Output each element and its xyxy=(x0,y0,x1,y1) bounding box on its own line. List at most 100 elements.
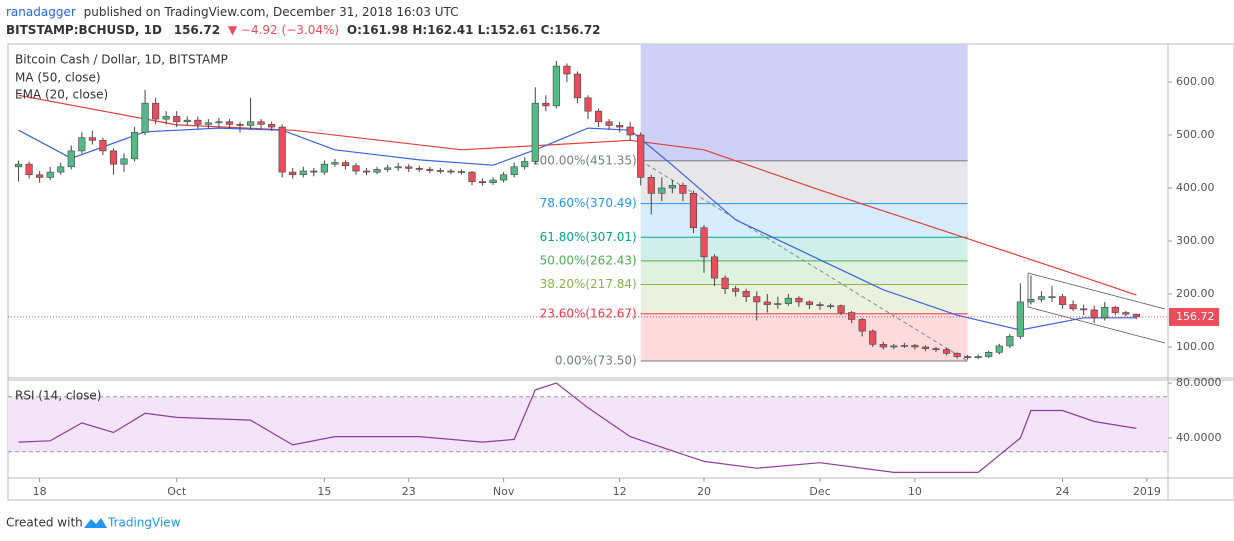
publisher[interactable]: ranadagger xyxy=(6,5,76,19)
fib-label: 23.60%(162.67) xyxy=(540,306,637,320)
fib-band xyxy=(640,284,968,314)
candle-body xyxy=(120,158,128,165)
candle-body xyxy=(573,73,582,99)
candle-body xyxy=(826,305,835,307)
candle-body xyxy=(25,163,33,176)
candle-body xyxy=(225,121,234,125)
tradingview-logo xyxy=(84,518,107,528)
candle-body xyxy=(447,170,455,173)
candle-body xyxy=(900,345,908,347)
candle-body xyxy=(1069,304,1077,310)
candle-body xyxy=(521,161,529,168)
fib-label: 0.00%(73.50) xyxy=(555,354,637,368)
candle-body xyxy=(436,170,444,172)
candle-body xyxy=(320,163,328,173)
candle-body xyxy=(204,122,212,125)
candle-body xyxy=(616,125,624,128)
candle-body xyxy=(78,137,86,152)
candle-body xyxy=(932,348,940,350)
candle-body xyxy=(352,165,360,172)
candle-body xyxy=(268,124,276,128)
candle-body xyxy=(1101,306,1109,319)
x-tick-label: Dec xyxy=(809,485,830,498)
candle-body xyxy=(784,297,792,304)
symbol: BITSTAMP:BCHUSD, 1D xyxy=(6,23,162,37)
ohlc: O:161.98 H:162.41 L:152.61 C:156.72 xyxy=(347,23,601,37)
candle-body xyxy=(668,185,676,189)
candle-body xyxy=(721,277,729,289)
candle-body xyxy=(257,121,265,125)
candle-body xyxy=(552,65,560,107)
candle-body xyxy=(183,119,191,123)
x-tick-label: 2019 xyxy=(1133,485,1161,498)
candle-body xyxy=(689,192,698,229)
y-tick-label: 200.00 xyxy=(1176,287,1215,300)
candle-body xyxy=(879,344,887,348)
x-tick-label: 12 xyxy=(613,485,627,498)
candle-body xyxy=(489,179,497,183)
x-tick-label: 18 xyxy=(33,485,47,498)
rsi-tick-label: 80.0000 xyxy=(1176,376,1222,389)
axes: 100.00 200.00 300.00 400.00 500.00 600.00 18 Oc… xyxy=(33,75,1222,498)
candle-body xyxy=(362,170,371,173)
candle-body xyxy=(679,185,687,194)
candle-body xyxy=(152,102,160,120)
y-tick-label: 100.00 xyxy=(1176,340,1215,353)
candle-body xyxy=(1037,296,1046,300)
candle-body xyxy=(637,134,645,178)
candle-body xyxy=(310,170,318,173)
candle-body xyxy=(1090,309,1098,319)
candle-body xyxy=(331,162,339,165)
candle-body xyxy=(394,166,402,169)
candle-body xyxy=(67,150,75,168)
rsi-pane xyxy=(8,382,1168,473)
candle-body xyxy=(805,301,814,305)
candle-body xyxy=(57,166,65,173)
ema-line xyxy=(18,127,1137,331)
candle-body xyxy=(584,97,592,112)
candle-body xyxy=(848,312,856,320)
footer-brand[interactable]: TradingView xyxy=(107,516,181,530)
candle-body xyxy=(869,330,877,345)
candle-body xyxy=(742,291,750,297)
candle-body xyxy=(299,170,307,176)
channel-line xyxy=(1027,272,1166,310)
candle-body xyxy=(384,167,392,170)
x-tick-label: Nov xyxy=(493,485,515,498)
candle-body xyxy=(594,110,603,123)
price-change: ▼ −4.92 (−3.04%) xyxy=(228,23,339,37)
rsi-band xyxy=(8,396,1168,452)
fib-label: 61.80%(307.01) xyxy=(540,230,637,244)
candle-body xyxy=(426,169,434,171)
candle-body xyxy=(289,171,297,176)
candle-body xyxy=(710,256,719,279)
fib-band xyxy=(640,203,968,238)
candle-body xyxy=(795,297,803,303)
candle-body xyxy=(130,132,139,160)
rsi-tick-label: 40.0000 xyxy=(1176,431,1222,444)
candle-body xyxy=(1058,296,1067,305)
candle-body xyxy=(953,353,961,357)
candle-body xyxy=(658,187,666,194)
y-tick-label: 500.00 xyxy=(1176,128,1215,141)
published-note: published on TradingView.com, December 3… xyxy=(84,5,459,19)
candle-body xyxy=(215,121,223,124)
x-tick-label: 15 xyxy=(317,485,331,498)
candle-body xyxy=(373,169,381,173)
ma-line xyxy=(18,94,1137,296)
candle-body xyxy=(99,139,107,152)
candle-body xyxy=(700,227,708,258)
fib-extension xyxy=(640,44,968,161)
candle-body xyxy=(468,171,476,182)
last-price: 156.72 xyxy=(174,23,220,37)
publish-line: ranadagger published on TradingView.com,… xyxy=(6,5,459,19)
candle-body xyxy=(173,116,181,123)
rsi-line xyxy=(18,382,1137,473)
ema-legend: EMA (20, close) xyxy=(15,88,108,102)
candle-body xyxy=(14,163,23,168)
candle-body xyxy=(774,303,782,305)
candle-body xyxy=(236,124,244,126)
x-tick-label: Oct xyxy=(167,485,187,498)
